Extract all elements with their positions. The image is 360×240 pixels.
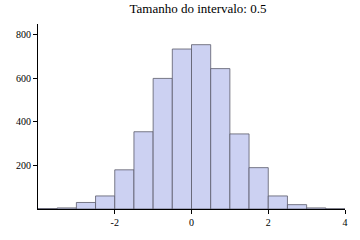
svg-text:600: 600 (16, 73, 31, 84)
svg-text:2: 2 (266, 217, 271, 228)
svg-text:0: 0 (189, 217, 194, 228)
svg-text:Tamanho do intervalo: 0.5: Tamanho do intervalo: 0.5 (129, 1, 266, 16)
svg-text:400: 400 (16, 116, 31, 127)
svg-text:4: 4 (343, 217, 348, 228)
svg-text:-2: -2 (111, 217, 119, 228)
svg-text:200: 200 (16, 160, 31, 171)
svg-text:800: 800 (16, 29, 31, 40)
